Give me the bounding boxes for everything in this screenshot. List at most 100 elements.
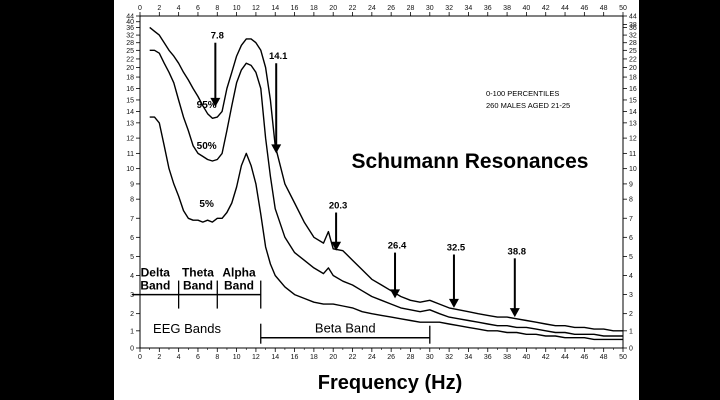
x-tick-label-top: 32 [445,5,453,12]
band-label-line2-1: Band [183,279,213,293]
y-tick-label-left: 28 [126,40,134,47]
y-tick-label-left: 40 [126,19,134,26]
y-tick-label-right: 10 [629,166,637,173]
y-tick-label-left: 16 [126,86,134,93]
y-tick-label-left: 12 [126,136,134,143]
series-line-0 [149,26,623,332]
y-tick-label-right: 44 [629,14,637,21]
x-tick-label-top: 6 [196,5,200,12]
x-tick-label-top: 18 [310,5,318,12]
band-label-line2-2: Band [224,279,254,293]
x-tick-label-top: 44 [561,5,569,12]
annotations: 7.814.120.326.4 32.5 38.8DeltaBandThetaBan… [132,31,526,344]
x-axis-label: Frequency (Hz) [318,372,462,394]
y-tick-label-right: 22 [629,56,637,63]
x-tick-label-bottom: 36 [484,354,492,361]
peak-arrow-head-1 [271,144,282,154]
y-tick-label-right: 0 [629,346,633,353]
x-tick-label-top: 46 [580,5,588,12]
y-tick-label-left: 13 [126,120,134,127]
y-tick-label-left: 1 [130,328,134,335]
x-tick-label-top: 42 [542,5,550,12]
y-tick-label-left: 0 [130,346,134,353]
y-tick-label-right: 6 [629,235,633,242]
x-tick-label-top: 10 [233,5,241,12]
series-line-2 [149,116,623,341]
peak-arrow-head-5 [509,308,520,318]
x-tick-label-top: 38 [503,5,511,12]
x-tick-label-bottom: 40 [523,354,531,361]
peak-label-4: 32.5 [447,243,466,254]
y-tick-label-right: 36 [629,25,637,32]
x-tick-label-top: 12 [252,5,260,12]
peak-arrow-head-3 [390,289,401,299]
x-tick-label-bottom: 48 [600,354,608,361]
series-line-1 [149,49,623,337]
y-tick-label-left: 11 [127,151,134,158]
y-tick-label-right: 25 [629,48,637,55]
y-tick-label-left: 4 [130,273,134,280]
x-tick-label-top: 8 [215,5,219,12]
x-tick-label-bottom: 50 [619,354,627,361]
y-tick-label-left: 36 [126,25,134,32]
y-tick-label-right: 5 [629,254,633,261]
percentile-note-line-1: 0-100 PERCENTILES [486,89,559,98]
y-tick-label-right: 32 [629,33,637,40]
x-tick-label-bottom: 18 [310,354,318,361]
y-tick-label-right: 15 [629,97,637,104]
y-tick-label-left: 2 [130,311,134,318]
x-tick-label-bottom: 44 [561,354,569,361]
band-label-line1-2: Alpha [222,266,256,280]
x-tick-label-bottom: 22 [349,354,357,361]
x-tick-label-top: 26 [387,5,395,12]
y-tick-label-left: 6 [130,235,134,242]
y-tick-label-right: 7 [629,216,633,223]
y-tick-label-right: 13 [629,120,637,127]
band-label-line1-1: Theta [182,266,214,280]
y-tick-label-left: 10 [126,166,134,173]
x-tick-label-bottom: 6 [196,354,200,361]
x-tick-label-top: 48 [600,5,608,12]
x-tick-label-top: 22 [349,5,357,12]
x-tick-label-bottom: 24 [368,354,376,361]
x-tick-label-bottom: 2 [157,354,161,361]
x-tick-label-top: 24 [368,5,376,12]
y-tick-label-left: 7 [130,216,134,223]
y-tick-label-right: 20 [629,65,637,72]
x-tick-label-bottom: 38 [503,354,511,361]
x-tick-label-bottom: 16 [291,354,299,361]
chart-background [114,0,639,400]
x-tick-label-top: 20 [329,5,337,12]
x-tick-label-top: 2 [157,5,161,12]
y-tick-label-left: 15 [126,97,134,104]
percentile-curves: 95% 50% 5% [149,26,623,341]
x-tick-label-top: 14 [271,5,279,12]
y-tick-label-right: 14 [629,109,637,116]
y-tick-label-left: 3 [130,292,134,299]
x-tick-label-bottom: 14 [271,354,279,361]
x-tick-label-bottom: 0 [138,354,142,361]
y-tick-label-left: 14 [126,109,134,116]
y-tick-label-right: 18 [629,75,637,82]
axis-ticks: 0022446688101012121414161618182020222224… [126,5,637,361]
x-tick-label-top: 40 [523,5,531,12]
y-tick-label-left: 32 [126,33,134,40]
y-tick-label-left: 18 [126,75,134,82]
x-tick-label-bottom: 26 [387,354,395,361]
y-tick-label-right: 11 [629,151,636,158]
x-tick-label-top: 50 [619,5,627,12]
curve-label-2: 5% [199,199,214,210]
y-tick-label-left: 5 [130,254,134,261]
curve-label-0: 95% [197,100,217,111]
x-tick-label-top: 36 [484,5,492,12]
y-axis-label: Component Voltages [74,83,96,282]
y-tick-label-left: 9 [130,181,134,188]
x-tick-label-bottom: 30 [426,354,434,361]
peak-arrow-head-4 [448,298,459,308]
y-tick-label-right: 28 [629,40,637,47]
y-tick-label-right: 12 [629,136,637,143]
x-tick-label-top: 4 [177,5,181,12]
beta-band-label: Beta Band [315,321,376,336]
y-tick-label-left: 8 [130,197,134,204]
